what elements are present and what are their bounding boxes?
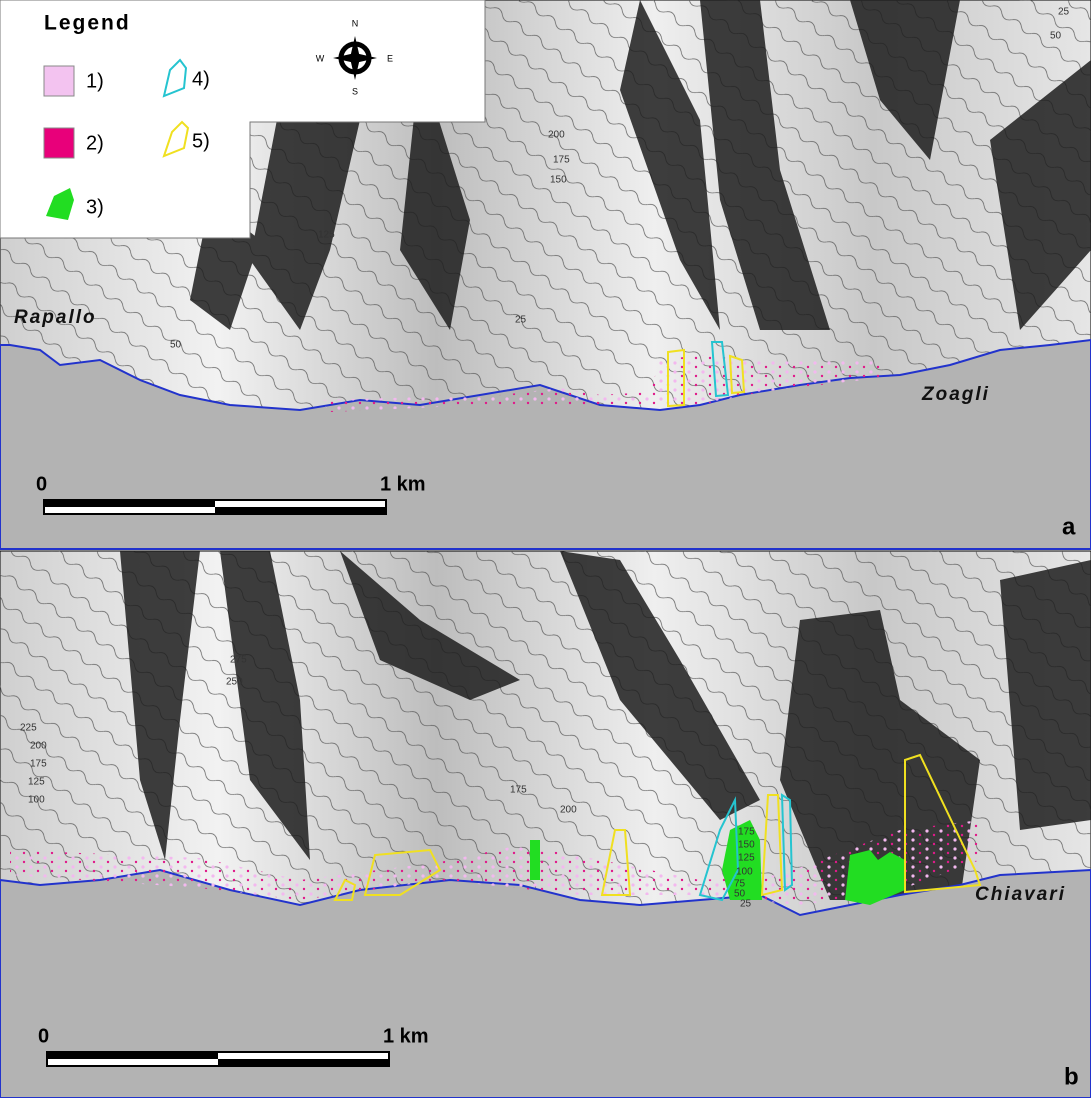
contour-label: 250 bbox=[226, 677, 243, 688]
contour-label: 175 bbox=[510, 785, 527, 796]
contour-label: 200 bbox=[548, 130, 565, 141]
contour-label: 125 bbox=[28, 777, 45, 788]
legend-item: 2) bbox=[86, 132, 104, 154]
contour-label: 150 bbox=[738, 840, 755, 851]
contour-label: 50 bbox=[1050, 31, 1062, 42]
compass-n: N bbox=[352, 18, 359, 28]
legend-title: Legend bbox=[44, 12, 131, 35]
scale-end: 1 km bbox=[380, 473, 426, 495]
legend-item: 3) bbox=[86, 196, 104, 218]
compass-s: S bbox=[352, 86, 358, 96]
place-name: Chiavari bbox=[975, 884, 1066, 905]
legend-swatch bbox=[44, 66, 74, 96]
legend-item: 4) bbox=[192, 68, 210, 90]
legend-item: 5) bbox=[192, 130, 210, 152]
scale-bar-black bbox=[215, 507, 386, 514]
contour-label: 200 bbox=[560, 805, 577, 816]
place-name: Zoagli bbox=[921, 384, 990, 405]
scale-start: 0 bbox=[36, 473, 47, 495]
contour-label: 275 bbox=[230, 655, 247, 666]
contour-label: 175 bbox=[30, 759, 47, 770]
contour-label: 175 bbox=[553, 155, 570, 166]
map-figure: 50 25 200 175 150 125 50 25 Rapallo Zoag… bbox=[0, 0, 1091, 1098]
compass-w: W bbox=[316, 53, 325, 63]
contour-label: 25 bbox=[515, 315, 527, 326]
legend-swatch bbox=[44, 128, 74, 158]
place-name: Rapallo bbox=[14, 307, 97, 328]
contour-label: 200 bbox=[30, 741, 47, 752]
scale-bar-black bbox=[44, 500, 215, 507]
contour-label: 150 bbox=[550, 175, 567, 186]
legend-item: 1) bbox=[86, 70, 104, 92]
contour-label: 175 bbox=[738, 827, 755, 838]
contour-label: 25 bbox=[1058, 7, 1070, 18]
scale-bar-black bbox=[218, 1059, 389, 1066]
scale-start: 0 bbox=[38, 1025, 49, 1047]
panel-b: 250 275 225 200 175 125 100 175 200 175 … bbox=[0, 551, 1091, 1098]
scale-bar-black bbox=[47, 1052, 218, 1059]
panel-label: b bbox=[1064, 1063, 1079, 1090]
contour-label: 225 bbox=[20, 723, 37, 734]
contour-label: 125 bbox=[738, 853, 755, 864]
contour-label: 125 bbox=[318, 230, 335, 241]
scale-end: 1 km bbox=[383, 1025, 429, 1047]
panel-a: 50 25 200 175 150 125 50 25 Rapallo Zoag… bbox=[0, 0, 1091, 549]
contour-label: 25 bbox=[740, 899, 752, 910]
compass-e: E bbox=[387, 53, 393, 63]
contour-label: 50 bbox=[170, 340, 182, 351]
panel-label: a bbox=[1062, 513, 1076, 540]
contour-label: 100 bbox=[736, 867, 753, 878]
contour-label: 100 bbox=[28, 795, 45, 806]
page: 50 25 200 175 150 125 50 25 Rapallo Zoag… bbox=[0, 0, 1091, 1098]
